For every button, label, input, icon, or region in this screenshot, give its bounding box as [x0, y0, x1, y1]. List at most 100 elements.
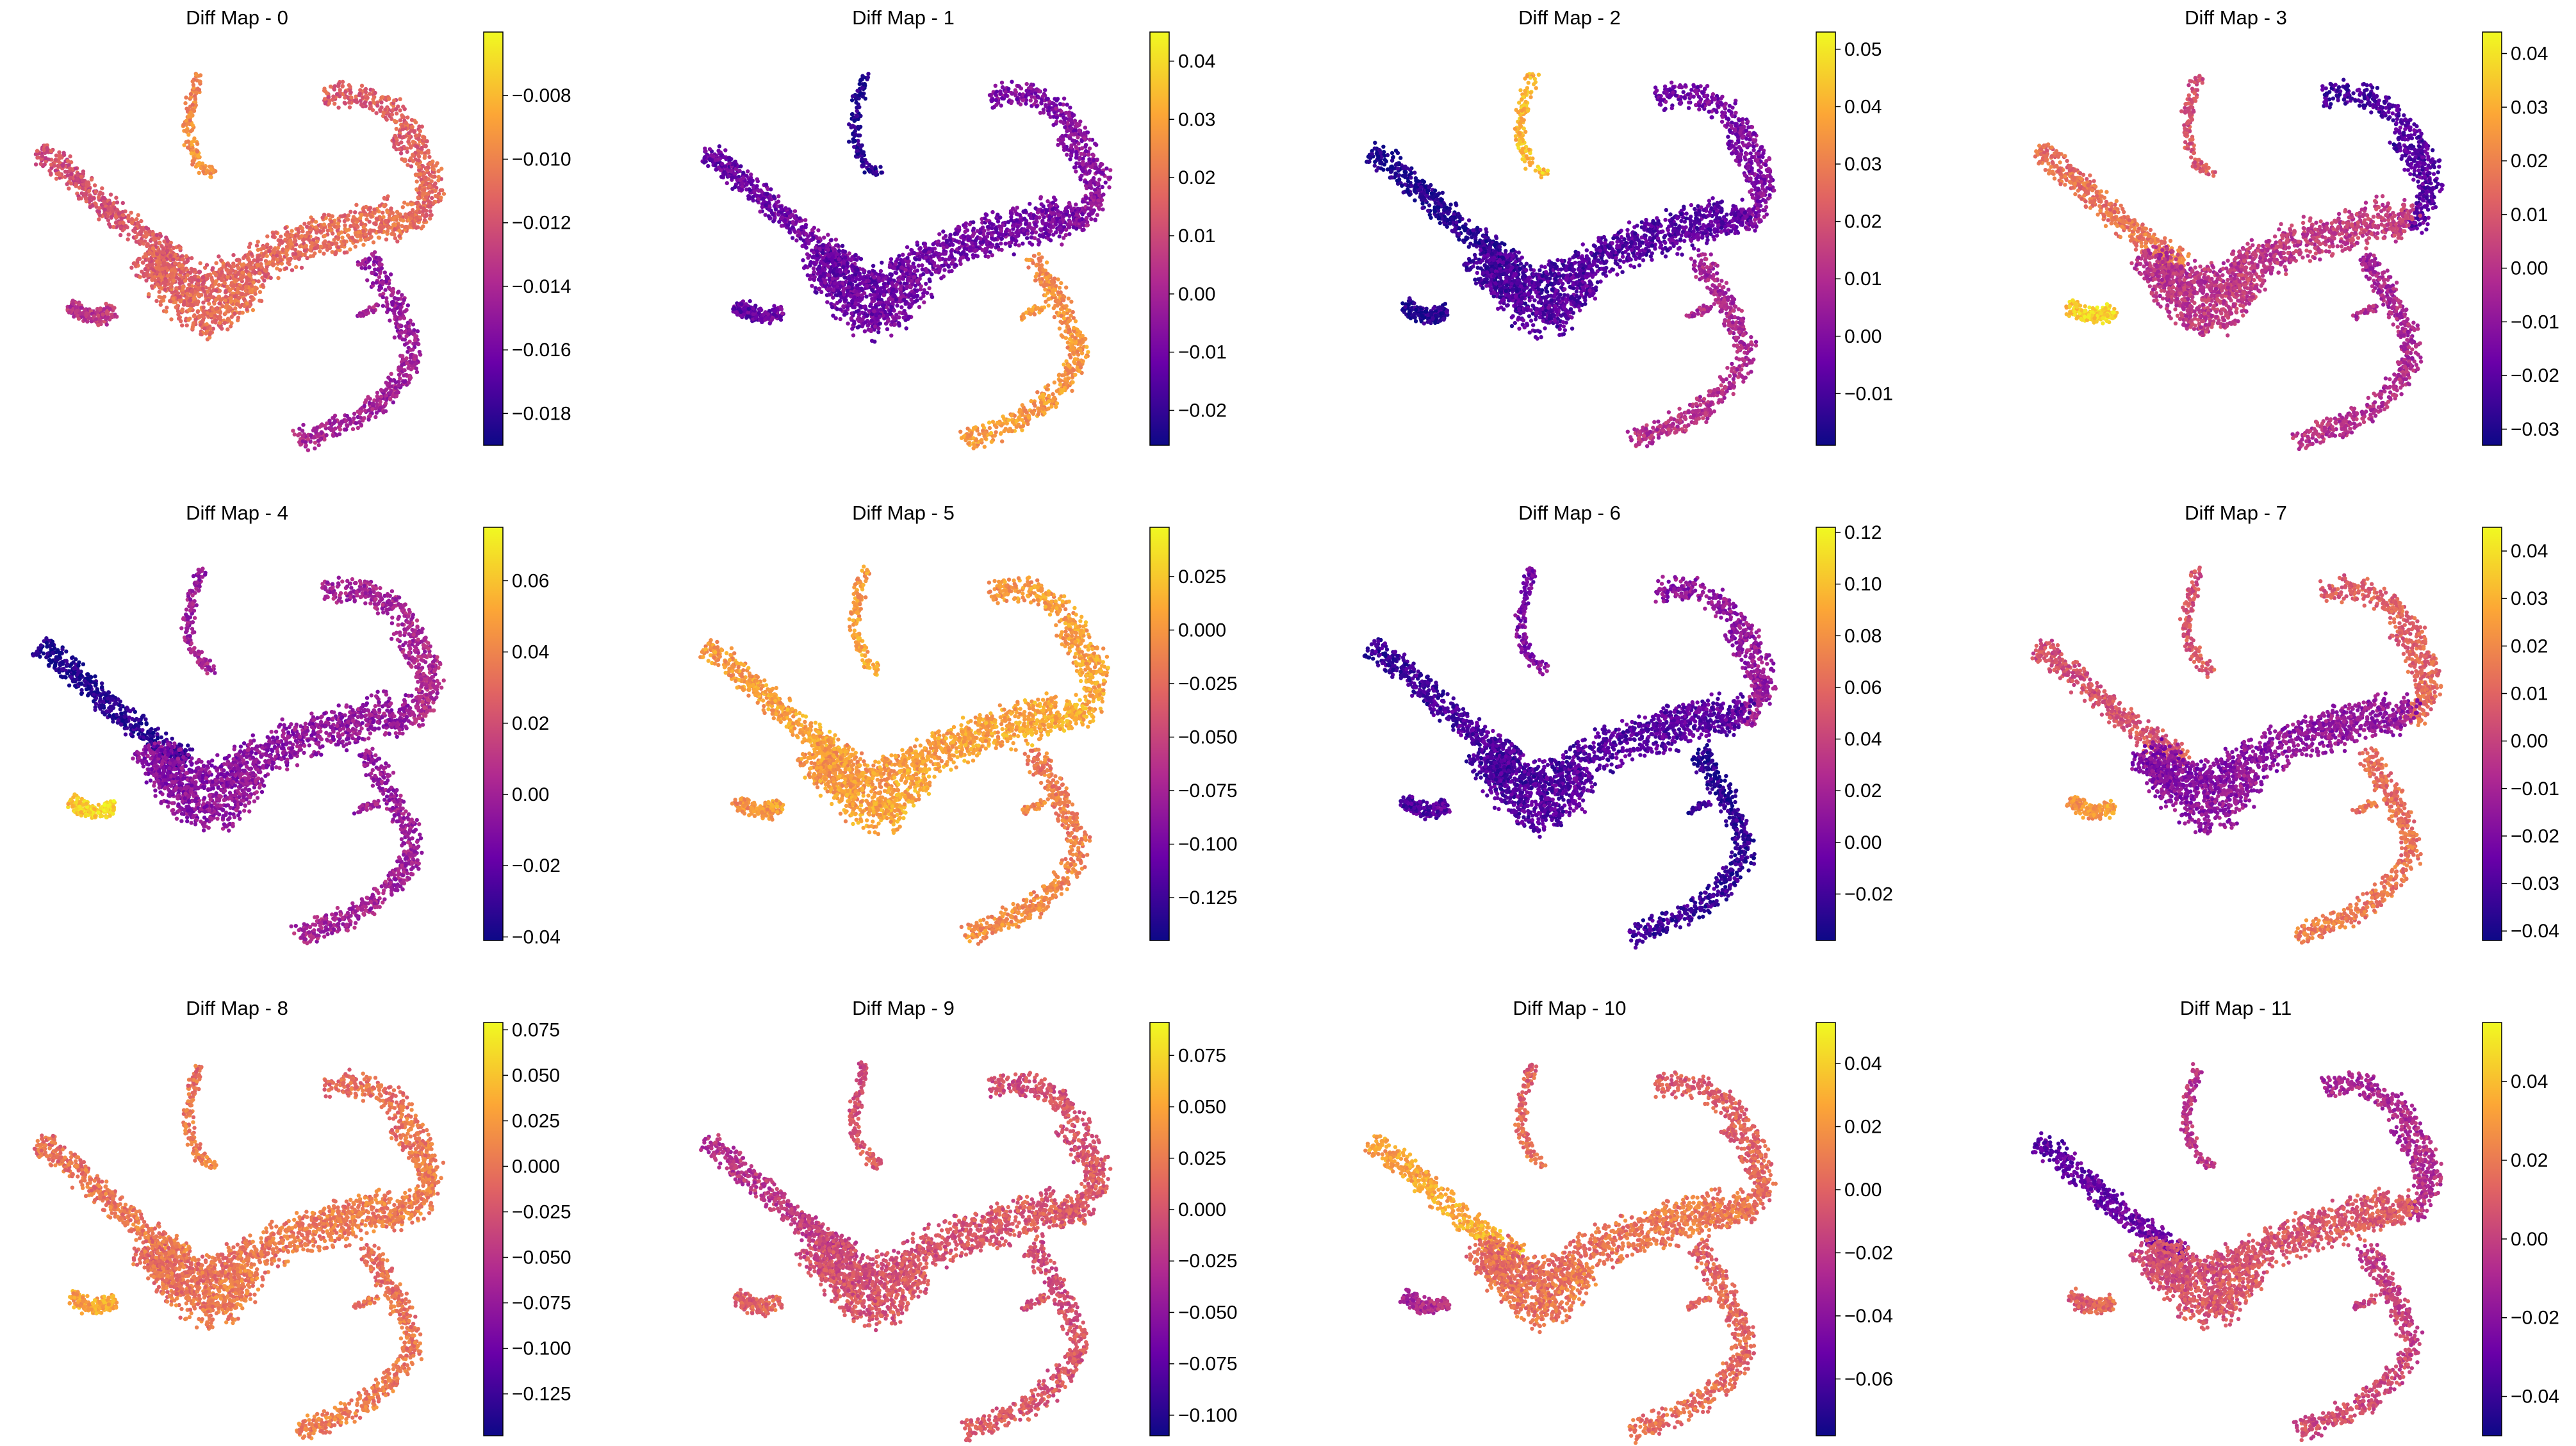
scatter-point: [89, 177, 94, 182]
scatter-point: [401, 135, 406, 140]
scatter-point: [397, 311, 402, 316]
scatter-point: [198, 261, 202, 266]
scatter-point: [394, 394, 398, 398]
scatter-point: [860, 74, 865, 78]
scatter-point: [361, 225, 366, 229]
scatter-point: [1084, 216, 1089, 220]
scatter-point: [229, 315, 234, 319]
scatter-point: [334, 92, 340, 97]
scatter-point: [385, 229, 390, 233]
scatter-point: [395, 214, 400, 219]
scatter-point: [106, 315, 110, 320]
scatter-point: [142, 274, 146, 279]
scatter-point: [259, 265, 264, 269]
scatter-point: [404, 215, 409, 220]
scatter-point: [147, 292, 151, 297]
scatter-point: [400, 115, 405, 119]
scatter-point: [300, 229, 305, 234]
scatter-point: [262, 278, 267, 283]
scatter-point: [381, 210, 385, 215]
scatter-point: [855, 113, 860, 119]
scatter-point: [151, 246, 156, 251]
scatter-point: [860, 151, 865, 156]
scatter-point: [323, 239, 327, 243]
scatter-point: [190, 256, 194, 261]
scatter-point: [143, 267, 147, 272]
scatter-point: [417, 350, 422, 354]
scatter-point: [239, 277, 244, 281]
scatter-point: [144, 234, 149, 238]
scatter-point: [141, 260, 145, 265]
scatter-point: [1065, 152, 1069, 157]
scatter-point: [730, 186, 735, 191]
scatter-point: [1083, 149, 1088, 153]
scatter-point: [331, 434, 336, 438]
scatter-point: [147, 229, 152, 234]
scatter-point: [850, 111, 855, 117]
scatter-point: [97, 213, 103, 218]
scatter-point: [300, 429, 305, 433]
scatter-point: [150, 252, 155, 256]
scatter-point: [332, 224, 337, 229]
scatter-point: [162, 261, 167, 265]
scatter-point: [349, 95, 354, 100]
scatter-point: [428, 217, 432, 221]
scatter-point: [349, 420, 353, 425]
scatter-point: [368, 106, 372, 111]
scatter-point: [242, 256, 246, 260]
scatter-point: [315, 230, 319, 235]
scatter-point: [767, 208, 771, 212]
scatter-point: [368, 206, 372, 211]
scatter-point: [397, 147, 402, 152]
scatter-point: [134, 234, 138, 239]
scatter-point: [878, 165, 883, 169]
scatter-point: [372, 259, 377, 264]
scatter-point: [258, 290, 263, 294]
scatter-point: [1061, 120, 1066, 126]
scatter-point: [382, 196, 387, 201]
scatter-point: [313, 246, 317, 251]
scatter-point: [118, 233, 123, 238]
scatter-point: [199, 314, 204, 318]
scatter-point: [746, 197, 751, 201]
scatter-point: [414, 201, 419, 206]
scatter-point: [1035, 88, 1039, 92]
scatter-point: [752, 189, 757, 193]
panel-title: Diff Map - 0: [186, 6, 288, 29]
scatter-point: [65, 158, 70, 163]
scatter-point: [283, 226, 288, 230]
scatter-point: [855, 109, 859, 113]
scatter-point: [1104, 166, 1109, 171]
scatter-point: [197, 87, 202, 92]
scatter-point: [171, 245, 176, 251]
scatter-point: [709, 152, 714, 158]
scatter-point: [192, 267, 197, 272]
scatter-point: [382, 270, 387, 275]
scatter-point: [417, 124, 422, 129]
scatter-point: [347, 101, 352, 105]
scatter-point: [397, 134, 402, 138]
scatter-point: [201, 169, 206, 174]
scatter-point: [184, 254, 189, 259]
scatter-point: [1009, 101, 1013, 105]
scatter-point: [371, 310, 376, 315]
colorbar: [483, 31, 504, 446]
scatter-point: [1074, 202, 1078, 207]
scatter-point: [402, 329, 407, 334]
scatter-point: [1101, 172, 1105, 176]
scatter-point: [300, 434, 305, 438]
scatter-point: [707, 157, 712, 161]
scatter-point: [384, 296, 389, 300]
scatter-point: [1056, 142, 1060, 147]
scatter-point: [182, 299, 186, 304]
scatter-point: [388, 318, 392, 323]
scatter-point: [364, 398, 368, 402]
scatter-point: [800, 243, 805, 249]
scatter-point: [193, 96, 197, 101]
scatter-point: [218, 311, 222, 315]
scatter-point: [774, 201, 779, 205]
scatter-point: [182, 143, 186, 147]
scatter-point: [1087, 157, 1092, 161]
scatter-point: [868, 293, 873, 297]
scatter-point: [58, 173, 62, 177]
